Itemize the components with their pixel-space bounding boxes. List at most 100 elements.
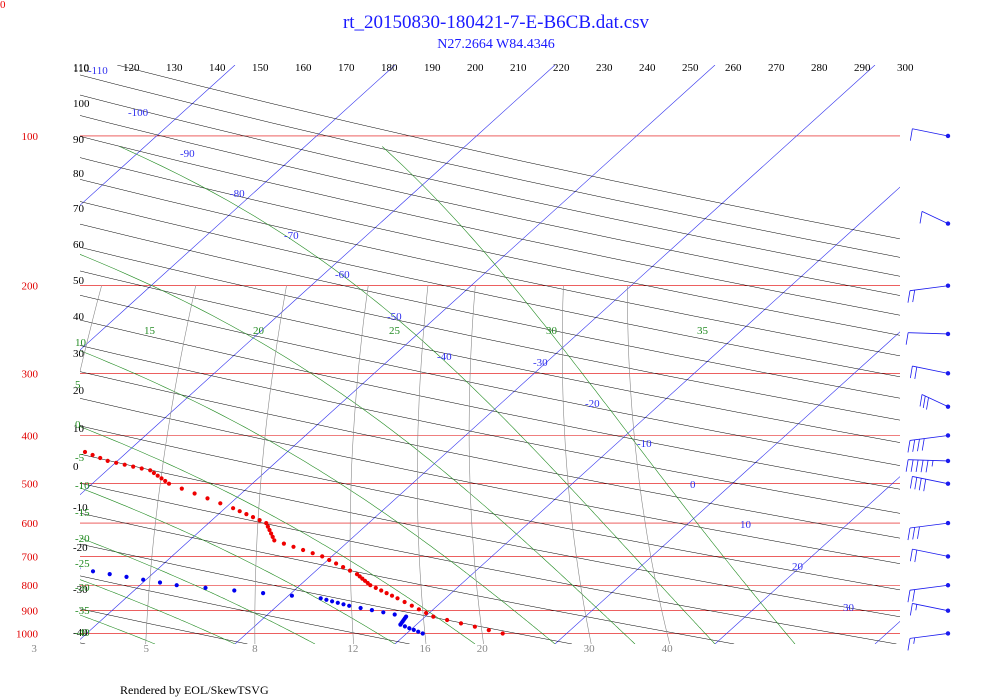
wind-barb-flag xyxy=(907,440,911,453)
dewpoint-point xyxy=(62,563,66,567)
temperature-point xyxy=(395,596,400,601)
pressure-label: 900 xyxy=(22,606,39,618)
mixing-ratio-line xyxy=(80,285,102,373)
isotherm-label: -110 xyxy=(88,65,108,77)
temperature-point xyxy=(23,423,27,427)
temperature-point xyxy=(267,527,272,533)
moist-adiabat xyxy=(119,146,716,644)
mixing-ratio-line xyxy=(626,285,670,644)
left-moist-label: -30 xyxy=(75,582,90,594)
top-axis-label: 290 xyxy=(854,62,871,74)
isotherm-label: -10 xyxy=(637,438,652,450)
temperature-point xyxy=(458,621,464,626)
wind-barb-flag xyxy=(905,332,909,345)
chart-subtitle: N27.2664 W84.4346 xyxy=(437,37,555,52)
moist-adiabat xyxy=(80,487,396,644)
top-axis-label: 200 xyxy=(467,62,484,74)
isotherm-line xyxy=(234,65,876,644)
temperature-point xyxy=(0,414,3,418)
chart-title: rt_20150830-180421-7-E-B6CB.dat.csv xyxy=(343,12,650,33)
left-dry-label: 100 xyxy=(73,98,90,110)
dewpoint-point xyxy=(404,614,409,619)
dry-adiabat xyxy=(80,157,900,336)
isotherm-label: 10 xyxy=(740,519,752,531)
top-axis-label: 240 xyxy=(639,62,656,74)
left-dry-label: 90 xyxy=(73,134,85,146)
wind-barb-flag xyxy=(914,477,918,490)
wind-barb-flag xyxy=(919,394,923,407)
temperature-point xyxy=(65,442,69,446)
temperature-point xyxy=(389,593,395,598)
dry-adiabat xyxy=(80,294,900,466)
dewpoint-point xyxy=(80,567,81,570)
mixing-ratio-label: 12 xyxy=(347,643,358,655)
temperature-point xyxy=(13,420,17,424)
dry-adiabat xyxy=(80,270,900,443)
left-dry-label: 40 xyxy=(73,311,85,323)
dry-adiabat xyxy=(80,575,410,644)
isotherm-label: 30 xyxy=(843,602,855,614)
temperature-point xyxy=(4,417,8,421)
top-axis-label: 110 xyxy=(73,62,90,74)
isotherm-label: -100 xyxy=(128,107,149,119)
wind-barb-staff xyxy=(909,522,949,529)
mixing-ratio-label: 30 xyxy=(584,643,596,655)
top-axis-label: 160 xyxy=(295,62,312,74)
left-moist-label: -25 xyxy=(75,558,90,570)
temperature-point xyxy=(105,458,110,463)
temperature-point xyxy=(231,506,236,511)
top-axis-label: 190 xyxy=(424,62,441,74)
dewpoint-point xyxy=(420,631,425,636)
temperature-point xyxy=(131,464,136,469)
dewpoint-point xyxy=(232,588,237,593)
temperature-point xyxy=(379,588,384,593)
dry-adiabat xyxy=(80,371,900,539)
dry-adiabat xyxy=(80,425,900,591)
isotherm-line xyxy=(394,186,900,644)
wind-barb-staff xyxy=(912,603,949,612)
wind-barb-flag xyxy=(918,478,922,491)
left-moist-label: -15 xyxy=(75,507,90,519)
dewpoint-point xyxy=(392,612,397,617)
wind-barb-flag xyxy=(907,638,911,651)
temperature-point xyxy=(163,478,168,484)
mixing-ratio-line xyxy=(468,285,484,644)
dewpoint-point xyxy=(381,610,386,615)
pressure-label: 200 xyxy=(22,281,39,293)
wind-barb-half-flag xyxy=(913,637,916,644)
dewpoint-point xyxy=(141,577,146,582)
temperature-point xyxy=(327,557,332,563)
wind-barb-staff xyxy=(908,332,949,335)
wind-barbs xyxy=(905,128,951,651)
temperature-point xyxy=(192,491,197,496)
temperature-point xyxy=(264,521,269,526)
moist-label: 25 xyxy=(389,325,401,337)
temperature-point xyxy=(55,436,59,440)
temperature-point xyxy=(148,468,153,473)
temperature-point xyxy=(82,449,88,455)
pressure-label: 400 xyxy=(22,430,39,442)
temperature-point xyxy=(139,466,144,471)
dewpoint-point xyxy=(369,608,374,613)
temperature-point xyxy=(291,544,296,549)
dewpoint-point xyxy=(358,605,363,611)
mixing-ratio-line xyxy=(561,285,592,644)
temperature-point xyxy=(486,628,491,633)
top-axis-label: 230 xyxy=(596,62,613,74)
left-moist-label: -5 xyxy=(75,452,85,464)
isotherm-label: 20 xyxy=(792,561,804,573)
temperature-point xyxy=(205,496,210,501)
wind-barb-staff xyxy=(921,211,949,224)
left-moist-label: -20 xyxy=(75,533,90,545)
temperature-point xyxy=(62,440,66,444)
wind-barb-flag xyxy=(914,366,918,380)
wind-barb-flag xyxy=(919,211,923,224)
top-axis-label: 130 xyxy=(166,62,183,74)
wind-barb-flag xyxy=(909,128,913,141)
dewpoint-point xyxy=(174,583,179,588)
temperature-point xyxy=(431,614,436,619)
isotherm-label: -70 xyxy=(284,230,299,242)
moist-adiabat xyxy=(80,426,476,644)
left-moist-label: -10 xyxy=(75,480,90,492)
left-moist-label: -40 xyxy=(75,627,90,639)
